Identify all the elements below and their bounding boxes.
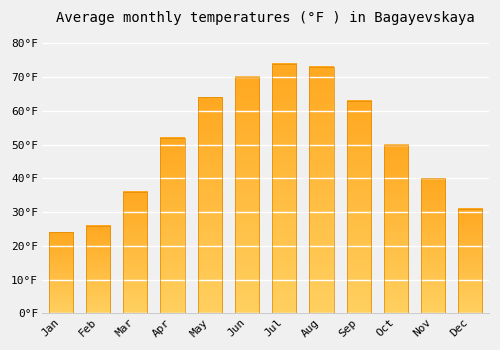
Bar <box>384 145 408 313</box>
Title: Average monthly temperatures (°F ) in Bagayevskaya: Average monthly temperatures (°F ) in Ba… <box>56 11 475 25</box>
Bar <box>458 209 482 313</box>
Bar <box>49 232 73 313</box>
Bar <box>198 97 222 313</box>
Bar <box>235 77 259 313</box>
Bar <box>123 192 148 313</box>
Bar <box>346 101 370 313</box>
Bar <box>86 226 110 313</box>
Bar <box>272 64 296 313</box>
Bar <box>310 67 334 313</box>
Bar <box>160 138 184 313</box>
Bar <box>421 178 445 313</box>
